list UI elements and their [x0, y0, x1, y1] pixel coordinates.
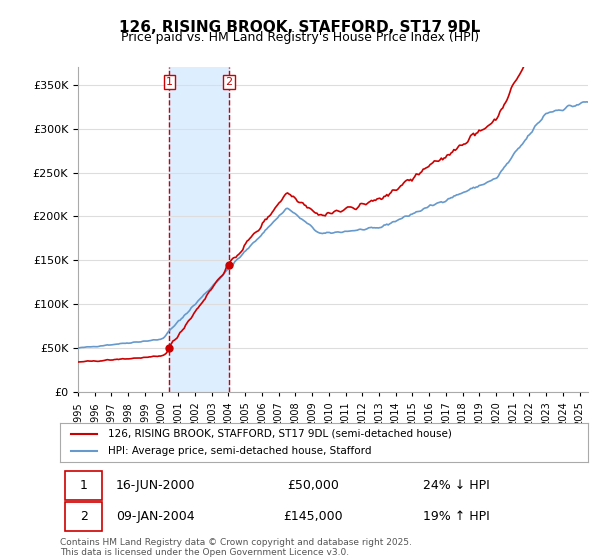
- Text: £145,000: £145,000: [284, 510, 343, 523]
- Text: HPI: Average price, semi-detached house, Stafford: HPI: Average price, semi-detached house,…: [107, 446, 371, 456]
- Text: 126, RISING BROOK, STAFFORD, ST17 9DL: 126, RISING BROOK, STAFFORD, ST17 9DL: [119, 20, 481, 35]
- Bar: [169, 67, 229, 392]
- Text: 1: 1: [166, 77, 173, 87]
- Text: 16-JUN-2000: 16-JUN-2000: [115, 479, 195, 492]
- Text: £50,000: £50,000: [287, 479, 340, 492]
- Text: Price paid vs. HM Land Registry's House Price Index (HPI): Price paid vs. HM Land Registry's House …: [121, 31, 479, 44]
- Text: 09-JAN-2004: 09-JAN-2004: [116, 510, 194, 523]
- Text: 126, RISING BROOK, STAFFORD, ST17 9DL (semi-detached house): 126, RISING BROOK, STAFFORD, ST17 9DL (s…: [107, 429, 451, 439]
- FancyBboxPatch shape: [65, 502, 102, 531]
- Text: 2: 2: [80, 510, 88, 523]
- Text: 2: 2: [226, 77, 233, 87]
- Text: 24% ↓ HPI: 24% ↓ HPI: [422, 479, 490, 492]
- Text: 19% ↑ HPI: 19% ↑ HPI: [422, 510, 490, 523]
- Text: Contains HM Land Registry data © Crown copyright and database right 2025.
This d: Contains HM Land Registry data © Crown c…: [60, 538, 412, 557]
- FancyBboxPatch shape: [65, 472, 102, 501]
- Text: 1: 1: [80, 479, 88, 492]
